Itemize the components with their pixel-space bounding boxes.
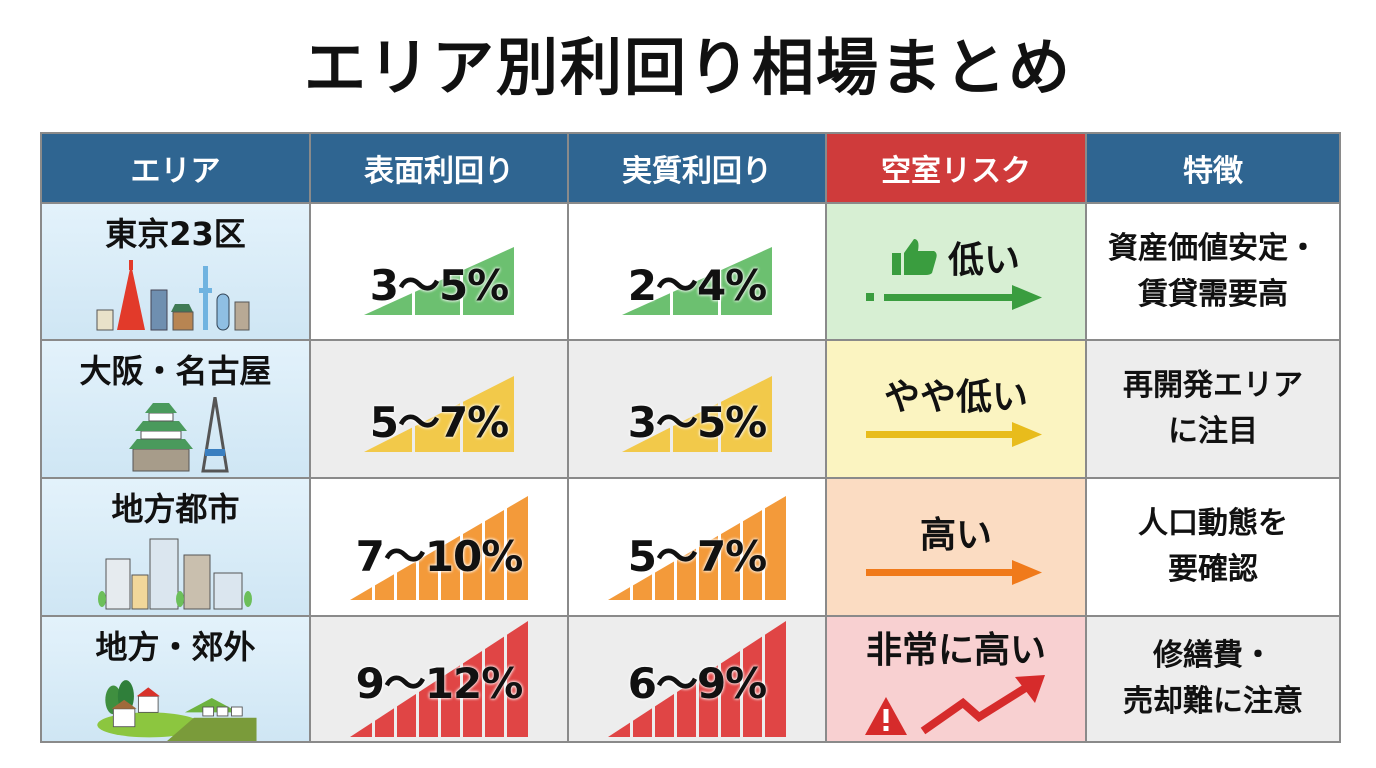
feature-cell: 資産価値安定・ 賃貸需要高 xyxy=(1087,204,1339,339)
feature-cell: 人口動態を 要確認 xyxy=(1087,479,1339,615)
net-yield-value: 6〜9% xyxy=(627,659,768,708)
yield-bars-orange-icon xyxy=(608,492,786,602)
area-name: 東京23区 xyxy=(105,215,246,253)
feature-line: 賃貸需要高 xyxy=(1138,276,1288,312)
surface-yield-value: 5〜7% xyxy=(369,398,510,447)
col-header-vacancy-risk: 空室リスク xyxy=(827,134,1085,202)
vacancy-risk-label: 高い xyxy=(919,515,992,556)
feature-line: 売却難に注意 xyxy=(1123,684,1303,719)
surface-yield-value: 9〜12% xyxy=(355,659,524,708)
yield-bars-red-icon xyxy=(608,619,786,739)
col-header-net-yield: 実質利回り xyxy=(569,134,825,202)
net-yield-value: 5〜7% xyxy=(627,532,768,581)
yield-bars-yellow-icon xyxy=(622,364,772,454)
vacancy-risk-cell: 低い xyxy=(827,204,1085,339)
surface-yield-cell: 9〜12% xyxy=(311,617,567,741)
surface-yield-value: 7〜10% xyxy=(355,532,524,581)
arrow-right-icon xyxy=(866,422,1042,447)
net-yield-cell: 3〜5% xyxy=(569,341,825,477)
page-title: エリア別利回り相場まとめ xyxy=(303,31,1072,104)
vacancy-risk-label: 低い xyxy=(947,239,1020,281)
countryside-icon xyxy=(96,680,257,741)
area-cell-osaka-nagoya: 大阪・名古屋 xyxy=(42,341,309,477)
yield-bars-orange-icon xyxy=(350,492,528,602)
area-name: 大阪・名古屋 xyxy=(79,352,272,390)
feature-cell: 修繕費・ 売却難に注意 xyxy=(1087,617,1339,741)
feature-line: 再開発エリア xyxy=(1123,368,1303,403)
area-name: 地方・郊外 xyxy=(95,628,256,666)
yield-bars-green-icon xyxy=(364,226,514,317)
feature-cell: 再開発エリア に注目 xyxy=(1087,341,1339,477)
vacancy-risk-label: 非常に高い xyxy=(865,630,1046,671)
city-buildings-icon xyxy=(97,538,252,610)
net-yield-cell: 6〜9% xyxy=(569,617,825,741)
col-header-area: エリア xyxy=(42,134,309,202)
feature-line: 修繕費・ xyxy=(1153,638,1273,673)
area-name: 地方都市 xyxy=(111,490,240,528)
vacancy-risk-cell: やや低い xyxy=(827,341,1085,477)
surface-yield-cell: 3〜5% xyxy=(311,204,567,339)
castle-tower-icon xyxy=(128,397,229,473)
feature-line: に注目 xyxy=(1168,414,1258,449)
tokyo-skyline-icon xyxy=(96,260,249,331)
surface-yield-cell: 7〜10% xyxy=(311,479,567,615)
vacancy-risk-label: やや低い xyxy=(883,377,1028,418)
trend-up-arrow-icon xyxy=(920,675,1045,735)
feature-line: 要確認 xyxy=(1168,552,1258,587)
net-yield-cell: 5〜7% xyxy=(569,479,825,615)
area-cell-tokyo: 東京23区 xyxy=(42,204,309,339)
vacancy-risk-cell: 非常に高い xyxy=(827,617,1085,741)
net-yield-value: 2〜4% xyxy=(627,260,768,310)
area-cell-regional-city: 地方都市 xyxy=(42,479,309,615)
net-yield-cell: 2〜4% xyxy=(569,204,825,339)
warning-icon xyxy=(865,697,907,735)
feature-line: 人口動態を xyxy=(1138,506,1288,541)
surface-yield-cell: 5〜7% xyxy=(311,341,567,477)
yield-table: エリア 表面利回り 実質利回り 空室リスク 特徴 東京23区 3〜5% 2〜4% xyxy=(40,132,1341,743)
vacancy-risk-cell: 高い xyxy=(827,479,1085,615)
col-header-surface-yield: 表面利回り xyxy=(311,134,567,202)
feature-line: 資産価値安定・ xyxy=(1108,230,1318,266)
yield-bars-yellow-icon xyxy=(364,364,514,454)
yield-bars-red-icon xyxy=(350,619,528,739)
arrow-right-icon xyxy=(866,560,1042,585)
net-yield-value: 3〜5% xyxy=(627,398,768,447)
col-header-feature: 特徴 xyxy=(1087,134,1339,202)
surface-yield-value: 3〜5% xyxy=(369,260,510,310)
thumbs-up-icon xyxy=(891,238,937,275)
yield-bars-green-icon xyxy=(622,226,772,317)
area-cell-rural-suburb: 地方・郊外 xyxy=(42,617,309,741)
arrow-right-icon xyxy=(866,284,1042,310)
